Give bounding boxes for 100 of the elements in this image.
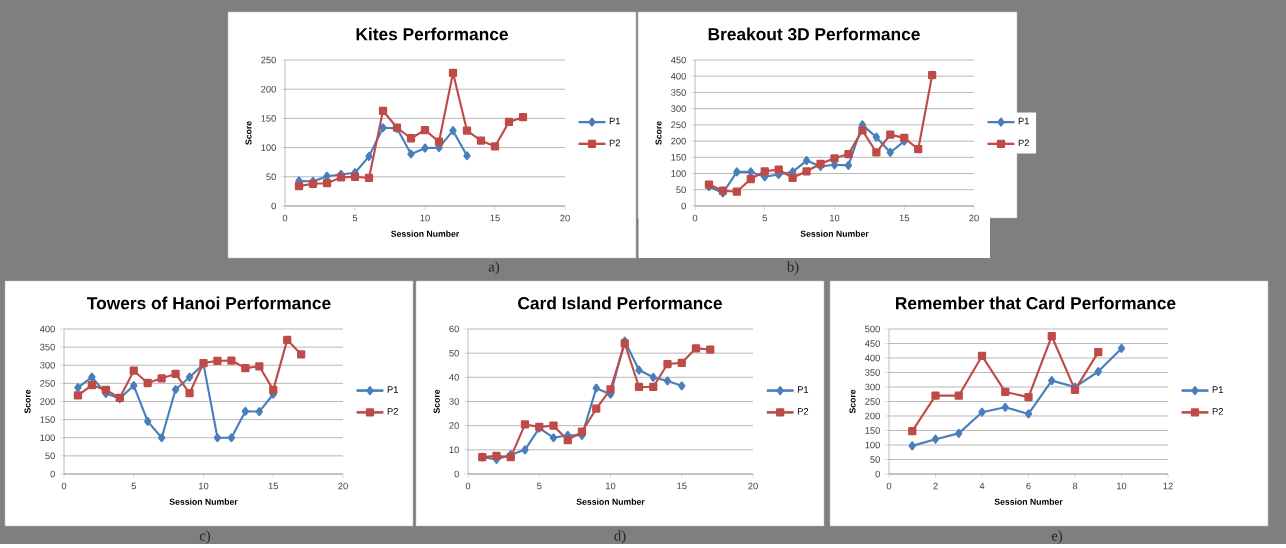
text: b) bbox=[786, 261, 799, 275]
y-tick-label: 400 bbox=[864, 354, 880, 362]
x-tick-label: 10 bbox=[606, 482, 616, 490]
chart-title: Remember that Card Performance bbox=[896, 296, 1176, 310]
x-axis-title: Session Number bbox=[994, 498, 1063, 505]
x-axis-title: Session Number bbox=[576, 498, 645, 505]
y-tick-label: 0 bbox=[50, 470, 55, 478]
y-tick-label: 200 bbox=[671, 137, 686, 145]
y-tick-label: 250 bbox=[40, 380, 55, 387]
x-tick-label: 2 bbox=[933, 482, 938, 490]
y-tick-label: 0 bbox=[454, 470, 459, 478]
y-tick-label: 300 bbox=[671, 105, 686, 112]
x-tick-label: 15 bbox=[899, 214, 910, 222]
x-tick-label: 20 bbox=[560, 214, 570, 222]
x-tick-label: 20 bbox=[338, 482, 348, 490]
chart-title: Card Island Performance bbox=[518, 296, 722, 310]
x-tick-label: 0 bbox=[886, 482, 892, 490]
x-tick-label: 15 bbox=[677, 482, 687, 490]
y-axis-title: Score bbox=[655, 121, 662, 145]
x-tick-label: 5 bbox=[131, 482, 136, 490]
y-tick-label: 450 bbox=[864, 340, 880, 347]
y-tick-label: 50 bbox=[676, 186, 686, 194]
x-tick-label: 10 bbox=[830, 214, 840, 222]
x-axis-title: Session Number bbox=[391, 230, 460, 237]
y-tick-label: 300 bbox=[865, 383, 880, 391]
y-tick-label: 300 bbox=[40, 361, 55, 369]
legend-label: P2 bbox=[609, 139, 620, 147]
x-tick-label: 20 bbox=[748, 482, 758, 490]
y-tick-label: 60 bbox=[449, 325, 459, 333]
text: d) bbox=[614, 530, 626, 544]
y-tick-label: 100 bbox=[865, 441, 880, 449]
legend-label: P2 bbox=[1018, 139, 1029, 147]
y-axis-title: Score bbox=[245, 121, 252, 145]
x-tick-label: 6 bbox=[1026, 482, 1031, 490]
y-tick-label: 200 bbox=[261, 85, 276, 93]
y-tick-label: 0 bbox=[271, 202, 276, 210]
x-tick-label: 15 bbox=[268, 482, 279, 490]
x-tick-label: 0 bbox=[282, 214, 288, 222]
y-tick-label: 200 bbox=[865, 412, 880, 420]
y-tick-label: 400 bbox=[39, 325, 55, 333]
legend-label: P2 bbox=[387, 408, 398, 415]
x-tick-label: 10 bbox=[420, 214, 430, 222]
x-tick-label: 12 bbox=[1163, 482, 1173, 490]
x-tick-label: 8 bbox=[1072, 482, 1078, 490]
x-tick-label: 5 bbox=[762, 214, 767, 222]
y-tick-label: 250 bbox=[671, 121, 686, 129]
x-tick-label: 15 bbox=[490, 214, 500, 222]
y-tick-label: 100 bbox=[261, 144, 276, 151]
y-tick-label: 100 bbox=[671, 170, 686, 177]
y-tick-label: 450 bbox=[670, 56, 686, 64]
y-tick-label: 50 bbox=[266, 173, 276, 181]
x-tick-label: 10 bbox=[199, 482, 209, 490]
chart-title: Kites Performance bbox=[356, 27, 508, 41]
x-axis-title: Session Number bbox=[800, 230, 869, 237]
y-tick-label: 350 bbox=[40, 343, 55, 351]
y-tick-label: 150 bbox=[261, 115, 276, 122]
legend-label: P1 bbox=[387, 386, 398, 393]
y-tick-label: 50 bbox=[449, 349, 459, 357]
legend-label: P1 bbox=[1212, 386, 1223, 393]
text: e) bbox=[1051, 530, 1063, 544]
x-tick-label: 10 bbox=[1117, 482, 1127, 490]
x-tick-label: 20 bbox=[969, 214, 979, 222]
text: c) bbox=[199, 530, 211, 544]
x-tick-label: 5 bbox=[537, 482, 542, 490]
y-tick-label: 150 bbox=[671, 154, 686, 161]
y-tick-label: 0 bbox=[875, 470, 880, 478]
legend-label: P1 bbox=[1018, 117, 1029, 125]
y-tick-label: 250 bbox=[261, 56, 276, 64]
legend-label: P1 bbox=[797, 386, 809, 393]
y-tick-label: 400 bbox=[670, 72, 686, 80]
legend-label: P2 bbox=[1212, 408, 1223, 415]
y-tick-label: 0 bbox=[681, 202, 686, 210]
x-tick-label: 0 bbox=[692, 214, 698, 222]
chart-title: Towers of Hanoi Performance bbox=[87, 296, 331, 310]
y-axis-title: Score bbox=[849, 389, 856, 414]
y-tick-label: 250 bbox=[865, 398, 880, 405]
x-tick-label: 5 bbox=[352, 214, 358, 222]
y-tick-label: 50 bbox=[45, 452, 55, 460]
y-tick-label: 150 bbox=[865, 427, 880, 434]
y-tick-label: 30 bbox=[449, 398, 459, 405]
x-axis-title: Session Number bbox=[169, 498, 238, 505]
x-tick-label: 4 bbox=[979, 482, 985, 490]
y-tick-label: 350 bbox=[865, 369, 880, 376]
text: a) bbox=[488, 261, 500, 275]
y-tick-label: 100 bbox=[40, 434, 55, 441]
y-tick-label: 200 bbox=[40, 398, 55, 405]
y-tick-label: 150 bbox=[40, 416, 55, 423]
y-axis-title: Score bbox=[433, 389, 440, 414]
y-tick-label: 500 bbox=[865, 325, 880, 333]
x-tick-label: 0 bbox=[465, 482, 471, 490]
y-axis-title: Score bbox=[24, 389, 31, 414]
chart-title: Breakout 3D Performance bbox=[708, 27, 920, 41]
y-tick-label: 40 bbox=[449, 374, 459, 381]
y-tick-label: 350 bbox=[671, 89, 686, 96]
x-tick-label: 0 bbox=[61, 482, 67, 490]
legend-label: P1 bbox=[609, 117, 620, 125]
y-tick-label: 20 bbox=[449, 422, 459, 429]
y-tick-label: 50 bbox=[870, 456, 880, 463]
legend-label: P2 bbox=[797, 408, 809, 415]
y-tick-label: 10 bbox=[449, 446, 459, 454]
